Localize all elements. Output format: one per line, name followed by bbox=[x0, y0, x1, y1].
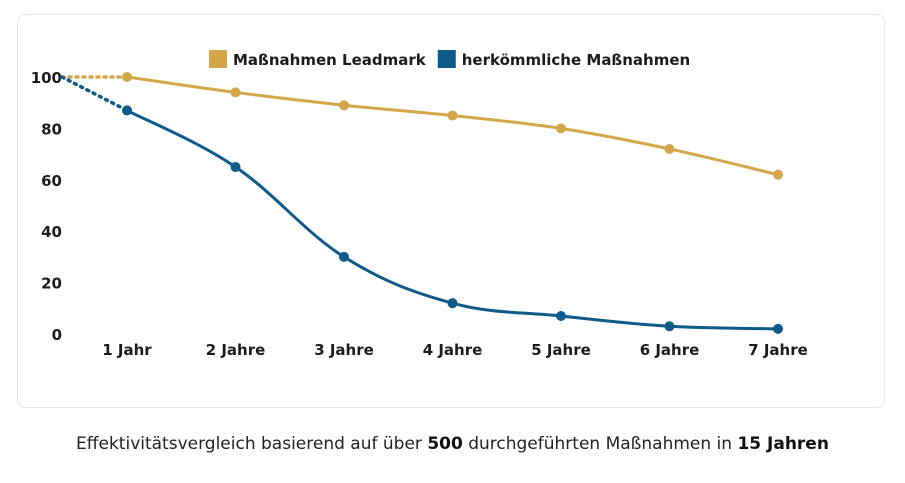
y-tick-label: 40 bbox=[41, 223, 62, 241]
data-point bbox=[230, 161, 241, 172]
line-chart: Maßnahmen Leadmark herkömmliche Maßnahmen… bbox=[31, 50, 808, 359]
data-point bbox=[773, 323, 783, 334]
x-tick-label: 7 Jahre bbox=[748, 341, 808, 359]
legend: Maßnahmen Leadmark herkömmliche Maßnahmen bbox=[209, 50, 690, 69]
x-tick-label: 2 Jahre bbox=[206, 341, 266, 359]
data-point bbox=[122, 72, 132, 82]
series-start-dotted-line bbox=[60, 75, 129, 113]
legend-swatch bbox=[209, 50, 227, 68]
x-tick-label: 3 Jahre bbox=[314, 341, 374, 359]
x-tick-label: 1 Jahr bbox=[102, 341, 152, 359]
y-tick-label: 0 bbox=[52, 326, 62, 344]
x-tick-label: 4 Jahre bbox=[423, 341, 483, 359]
caption-text-2: durchgeführten Maßnahmen in bbox=[462, 434, 738, 454]
data-point bbox=[339, 100, 349, 111]
data-point bbox=[447, 298, 458, 309]
y-tick-label: 60 bbox=[41, 172, 62, 190]
x-axis-ticks: 1 Jahr 2 Jahre 3 Jahre 4 Jahre 5 Jahre 6 Jahr… bbox=[102, 341, 808, 359]
chart-card bbox=[17, 14, 885, 408]
series-lines bbox=[60, 72, 783, 334]
chart-caption: Effektivitätsvergleich basierend auf übe… bbox=[0, 434, 905, 454]
legend-label: Maßnahmen Leadmark bbox=[233, 51, 427, 69]
data-point bbox=[230, 87, 241, 98]
data-point bbox=[122, 105, 132, 116]
legend-label: herkömmliche Maßnahmen bbox=[462, 51, 690, 69]
y-tick-label: 20 bbox=[41, 275, 62, 293]
data-point bbox=[339, 251, 349, 262]
series-line bbox=[126, 109, 779, 331]
y-axis-ticks: 0 20 40 60 80 100 bbox=[31, 69, 62, 344]
caption-number-years: 15 Jahren bbox=[737, 434, 829, 454]
data-point bbox=[556, 123, 566, 134]
data-point bbox=[447, 110, 458, 121]
x-tick-label: 6 Jahre bbox=[640, 341, 700, 359]
x-tick-label: 5 Jahre bbox=[531, 341, 591, 359]
caption-text-1: Effektivitätsvergleich basierend auf übe… bbox=[76, 434, 428, 454]
legend-swatch bbox=[437, 50, 456, 68]
caption-number-measures: 500 bbox=[427, 434, 463, 454]
data-point bbox=[556, 311, 566, 322]
y-tick-label: 100 bbox=[31, 69, 62, 87]
data-point bbox=[664, 321, 675, 332]
data-point bbox=[773, 169, 783, 180]
data-point bbox=[664, 143, 675, 154]
y-tick-label: 80 bbox=[41, 120, 62, 138]
